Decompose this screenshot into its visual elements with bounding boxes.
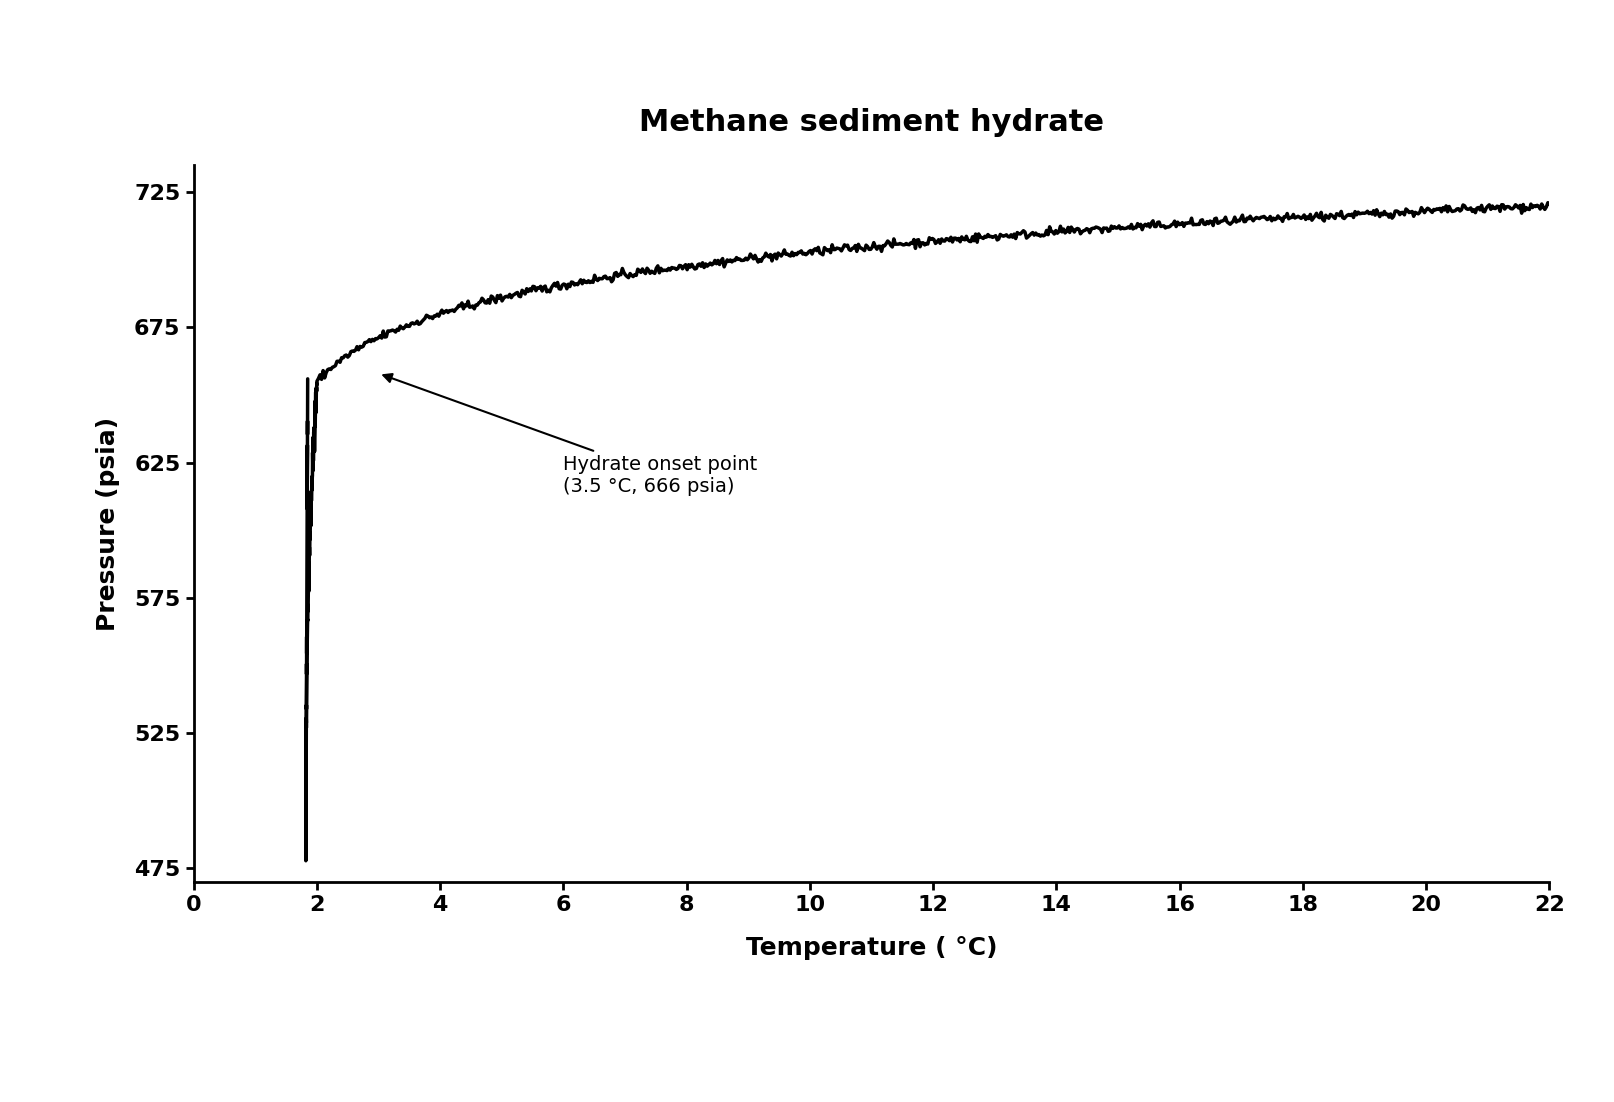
Text: Hydrate onset point
(3.5 °C, 666 psia): Hydrate onset point (3.5 °C, 666 psia) bbox=[384, 374, 757, 496]
Y-axis label: Pressure (psia): Pressure (psia) bbox=[97, 417, 119, 630]
X-axis label: Temperature ( °C): Temperature ( °C) bbox=[746, 936, 997, 960]
Title: Methane sediment hydrate: Methane sediment hydrate bbox=[639, 108, 1104, 137]
